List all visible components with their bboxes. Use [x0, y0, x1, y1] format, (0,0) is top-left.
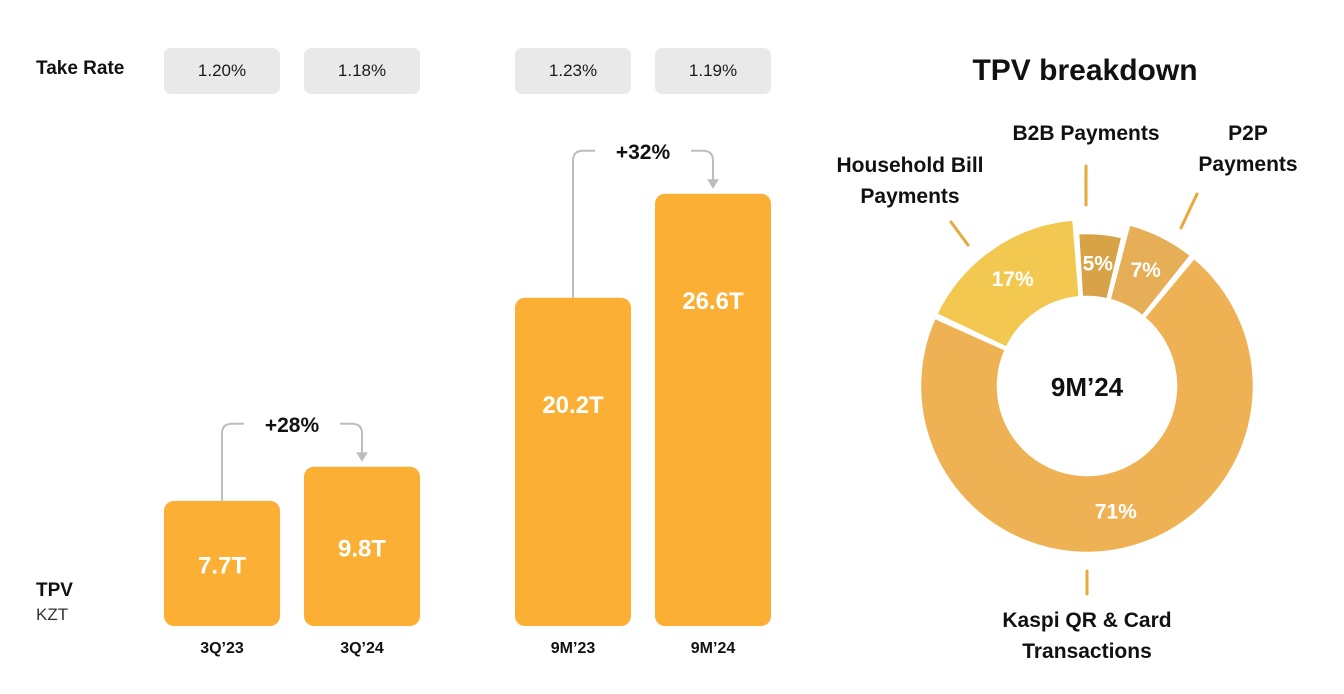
tpv-axis-unit: KZT — [36, 605, 69, 624]
tpv-bar-chart: 7.7T 3Q’23 9.8T 3Q’24 20.2T 9M’23 26.6T 9M’24 +2… — [164, 141, 771, 657]
growth-arrow-left — [572, 149, 595, 298]
slice-value-label: 17% — [992, 268, 1034, 291]
growth-arrow-left — [221, 422, 244, 501]
donut-center-label: 9M’24 — [1051, 372, 1124, 402]
household-bill-label: Household Bill Payments — [836, 154, 984, 208]
category-label: 9M’24 — [691, 640, 736, 657]
donut-title: TPV breakdown — [972, 54, 1198, 87]
growth-arrow-right — [691, 149, 714, 184]
slice-value-label: 71% — [1095, 501, 1137, 524]
take-rate-value: 1.19% — [655, 48, 771, 94]
growth-label: +32% — [616, 141, 671, 164]
bar-value-label: 9.8T — [338, 535, 386, 562]
take-rate-value: 1.23% — [515, 48, 631, 94]
kaspi-qr-label: Kaspi QR & Card Transactions — [1002, 609, 1172, 663]
bar-2 — [515, 297, 631, 626]
bar-value-label: 26.6T — [682, 288, 744, 315]
donut-slice-household — [934, 218, 1082, 350]
bar-value-label: 7.7T — [198, 552, 246, 579]
slice-value-label: 7% — [1130, 259, 1161, 282]
growth-arrow-right — [340, 422, 363, 457]
donut-slice-p2p — [1107, 222, 1193, 319]
bar-3 — [655, 193, 771, 626]
bar-1 — [304, 466, 420, 626]
take-rate-label: Take Rate — [36, 58, 125, 79]
category-label: 3Q’24 — [340, 640, 384, 657]
donut-slice-b2b — [1076, 231, 1124, 301]
leader-line — [949, 220, 970, 247]
growth-arrowhead — [707, 179, 719, 189]
b2b-payments-label: B2B Payments — [1012, 122, 1160, 145]
growth-label: +28% — [265, 414, 320, 437]
donut-slice-kaspi — [918, 256, 1256, 555]
bar-0 — [164, 500, 280, 626]
category-label: 3Q’23 — [200, 640, 244, 657]
category-label: 9M’23 — [551, 640, 596, 657]
growth-arrowhead — [356, 452, 368, 462]
take-rate-value: 1.18% — [304, 48, 420, 94]
p2p-payments-label: P2P Payments — [1198, 122, 1298, 176]
tpv-axis-title: TPV — [36, 580, 73, 601]
bar-value-label: 20.2T — [542, 392, 604, 419]
take-rate-value: 1.20% — [164, 48, 280, 94]
slice-value-label: 5% — [1083, 252, 1114, 275]
leader-line — [1179, 192, 1199, 230]
